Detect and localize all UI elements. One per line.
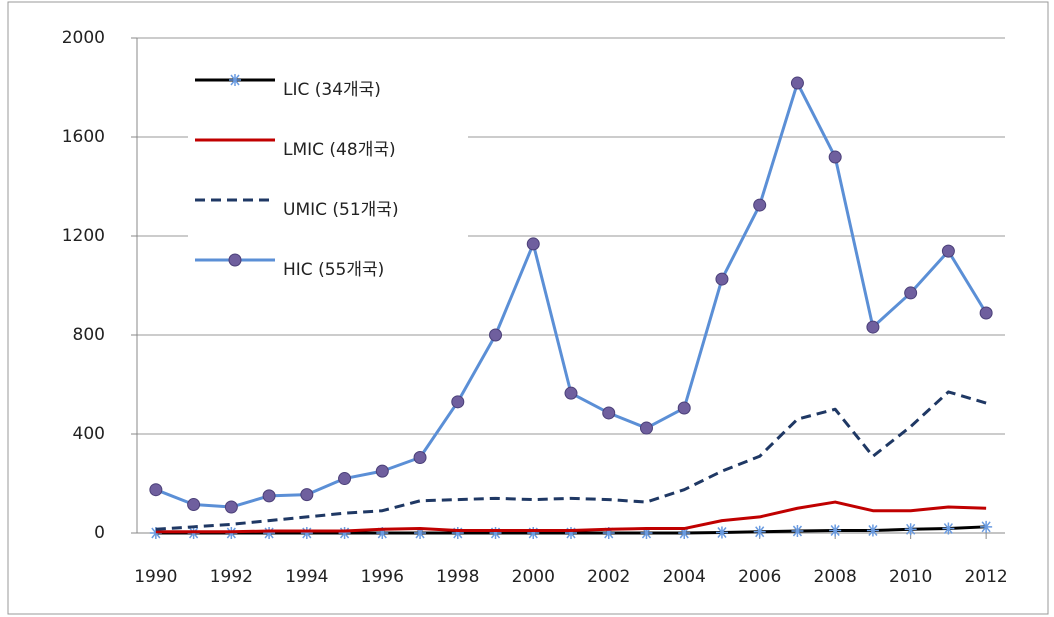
marker xyxy=(753,198,767,212)
marker xyxy=(941,244,955,258)
marker xyxy=(300,488,314,502)
marker xyxy=(451,527,464,539)
series-line xyxy=(155,390,987,531)
marker xyxy=(677,401,691,415)
marker xyxy=(715,526,728,539)
x-tick-label: 1996 xyxy=(361,567,404,587)
marker xyxy=(376,527,389,539)
marker xyxy=(262,489,276,503)
marker xyxy=(527,527,540,539)
marker xyxy=(791,525,804,538)
marker xyxy=(451,395,465,409)
legend-label: LMIC (48개국) xyxy=(283,140,396,160)
marker xyxy=(904,523,917,536)
marker xyxy=(602,406,616,420)
marker xyxy=(489,328,503,342)
marker xyxy=(942,522,955,535)
x-tick-label: 2008 xyxy=(814,567,857,587)
x-tick-label: 2010 xyxy=(889,567,932,587)
marker xyxy=(564,386,578,400)
marker xyxy=(829,524,842,537)
marker xyxy=(640,527,653,539)
marker xyxy=(979,306,993,320)
legend-label: HIC (55개국) xyxy=(283,260,384,280)
marker xyxy=(639,421,653,435)
marker xyxy=(790,76,804,90)
marker xyxy=(187,498,201,512)
marker xyxy=(300,527,313,539)
marker xyxy=(678,527,691,539)
frame xyxy=(7,1,1049,615)
marker xyxy=(866,524,879,537)
marker xyxy=(338,472,352,486)
x-tick-label: 2004 xyxy=(663,567,706,587)
marker xyxy=(565,527,577,539)
marker xyxy=(489,527,502,539)
y-tick-label: 800 xyxy=(73,325,105,345)
y-tick-label: 2000 xyxy=(62,28,105,48)
legend-label: UMIC (51개국) xyxy=(283,200,399,220)
marker xyxy=(866,320,880,334)
x-tick-label: 1990 xyxy=(134,567,177,587)
marker xyxy=(338,527,351,539)
marker xyxy=(414,527,427,539)
marker xyxy=(904,286,918,300)
marker xyxy=(828,150,842,164)
x-tick-label: 2002 xyxy=(587,567,630,587)
x-tick-label: 2000 xyxy=(512,567,555,587)
x-tick-label: 1998 xyxy=(436,567,479,587)
marker xyxy=(526,237,540,251)
marker xyxy=(149,483,163,497)
x-tick-label: 1992 xyxy=(210,567,253,587)
marker xyxy=(224,500,238,514)
marker xyxy=(375,464,389,478)
y-tick-label: 1600 xyxy=(62,127,105,147)
marker xyxy=(263,527,276,539)
legend-label: LIC (34개국) xyxy=(283,80,381,100)
marker xyxy=(228,253,242,267)
marker xyxy=(980,520,993,533)
marker xyxy=(753,525,766,538)
y-tick-label: 400 xyxy=(73,424,105,444)
marker xyxy=(715,272,729,286)
marker xyxy=(413,451,427,465)
series-line xyxy=(155,500,987,534)
x-tick-label: 2012 xyxy=(964,567,1007,587)
legend-background xyxy=(188,62,468,284)
marker xyxy=(602,527,615,539)
marker xyxy=(229,74,241,86)
y-tick-label: 0 xyxy=(94,523,105,543)
x-tick-label: 1994 xyxy=(285,567,328,587)
y-tick-label: 1200 xyxy=(62,226,105,246)
x-tick-label: 2006 xyxy=(738,567,781,587)
